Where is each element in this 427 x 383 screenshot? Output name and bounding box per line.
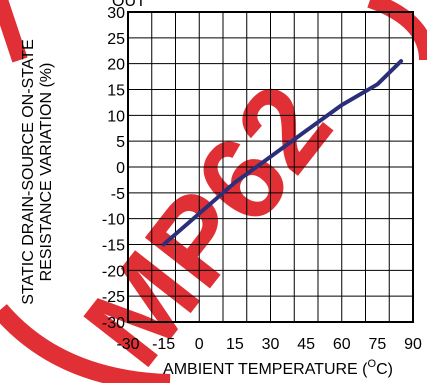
y-axis-label-line2: RESISTANCE VARIATION (%)	[38, 63, 55, 282]
x-tick-label: 60	[333, 336, 351, 353]
y-tick-label: 15	[107, 83, 125, 100]
x-tick-label: 0	[195, 336, 204, 353]
y-tick-label: 20	[107, 57, 125, 74]
y-axis-label-line1: STATIC DRAIN-SOURCE ON-STATE	[20, 39, 37, 304]
y-tick-label: 30	[107, 5, 125, 22]
x-tick-label: -30	[116, 336, 139, 353]
series-layer	[161, 59, 404, 247]
x-tick-label: 15	[226, 336, 244, 353]
watermark-arc-right	[367, 0, 427, 61]
y-tick-label: 10	[107, 108, 125, 125]
y-tick-label: -20	[102, 263, 125, 280]
y-tick-label: 0	[116, 160, 125, 177]
y-tick-labels: 30 25 20 15 10 5 0 -5 -10 -15 -20 -25 -30	[102, 5, 125, 332]
x-tick-labels: -30 -15 0 15 30 45 60 75 90	[116, 336, 422, 353]
y-tick-label: -30	[102, 315, 125, 332]
x-tick-label: 90	[404, 336, 422, 353]
watermark-arc-top	[0, 0, 28, 63]
y-tick-label: -5	[111, 186, 125, 203]
y-tick-label: -25	[102, 289, 125, 306]
x-tick-label: -15	[152, 336, 175, 353]
y-tick-label: -10	[102, 212, 125, 229]
series-line	[161, 59, 404, 247]
x-tick-label: 45	[297, 336, 315, 353]
plot-border	[127, 11, 414, 323]
y-tick-label: -15	[102, 238, 125, 255]
x-axis-label: AMBIENT TEMPERATURE (OC)	[163, 358, 393, 378]
y-tick-label: 25	[107, 31, 125, 48]
x-tick-label: 30	[262, 336, 280, 353]
y-tick-label: 5	[116, 134, 125, 151]
x-tick-label: 75	[368, 336, 386, 353]
plot-frame	[127, 11, 414, 323]
top-fragment-label: OUT	[112, 0, 146, 10]
watermark-arc-bottom	[0, 304, 171, 383]
